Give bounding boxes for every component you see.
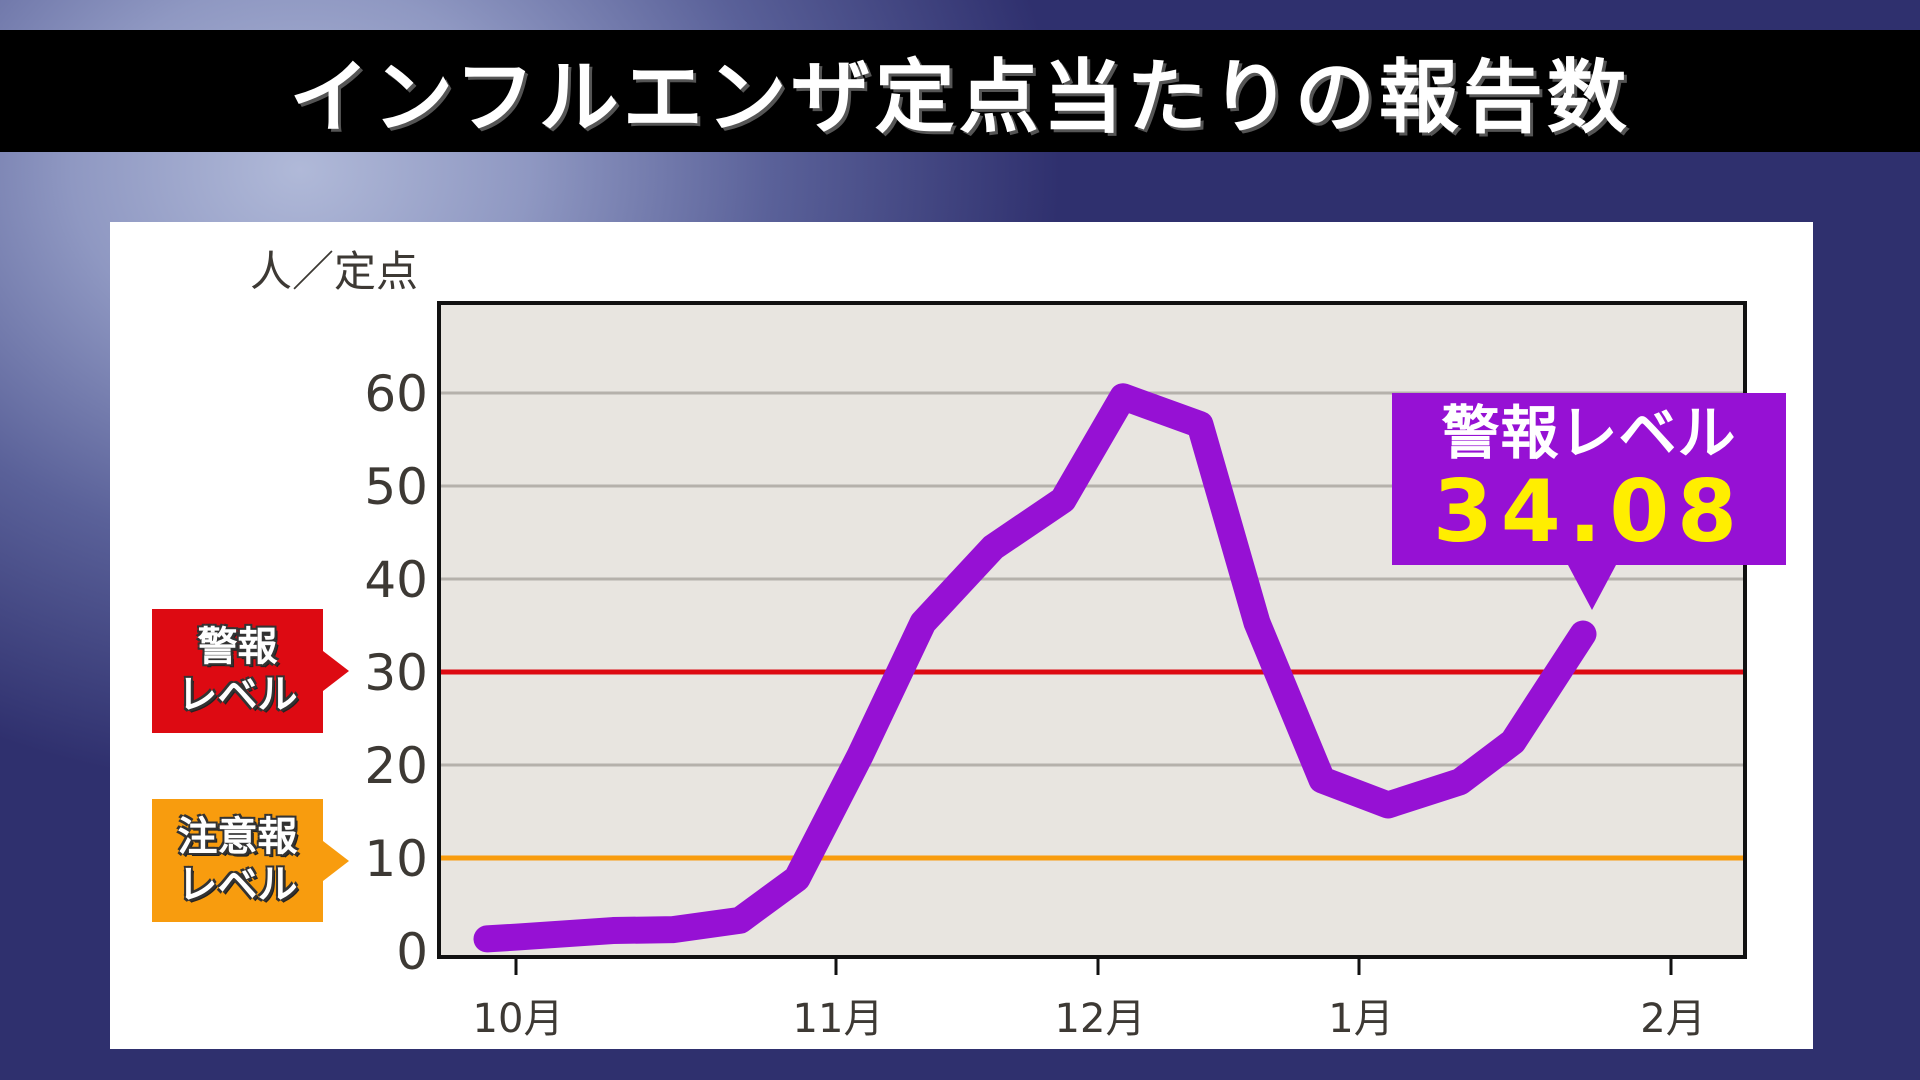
data-series <box>473 383 1597 953</box>
y-tick-label: 60 <box>364 365 428 423</box>
page-title: インフルエンザ定点当たりの報告数 <box>289 51 1631 144</box>
data-line <box>473 383 1597 953</box>
caution-level-label: 注意報 レベル <box>152 799 349 922</box>
latest-value-callout: 警報レベル 34.08 <box>1392 393 1786 610</box>
y-axis-unit-label: 人／定点 <box>250 247 419 296</box>
alarm-level-text-1: 警報 <box>197 624 278 670</box>
x-tick-label: 11月 <box>793 996 884 1042</box>
callout-label: 警報レベル <box>1441 399 1737 467</box>
plot-frame <box>437 301 1747 959</box>
alarm-level-text-2: レベル <box>177 672 298 718</box>
caution-level-text-1: 注意報 <box>177 813 298 860</box>
x-tick-label: 2月 <box>1640 996 1705 1042</box>
title-bar: インフルエンザ定点当たりの報告数 <box>0 30 1920 152</box>
reference-lines <box>439 669 1745 861</box>
plot-border <box>437 301 1747 959</box>
caution-level-text-2: レベル <box>177 861 298 908</box>
y-tick-label: 50 <box>364 458 428 516</box>
y-tick-label: 40 <box>364 551 428 609</box>
y-tick-label: 20 <box>364 737 428 795</box>
y-tick-label: 10 <box>364 830 428 888</box>
y-tick-label: 0 <box>396 923 428 981</box>
x-tick-label: 12月 <box>1055 996 1146 1042</box>
alarm-level-label: 警報 レベル <box>152 609 349 733</box>
callout-value: 34.08 <box>1432 462 1746 562</box>
x-tick-label: 1月 <box>1328 996 1393 1042</box>
y-axis-ticks: 0 10 20 30 40 50 60 <box>364 365 428 981</box>
x-axis-ticks: 10月 11月 12月 1月 2月 <box>473 957 1706 1042</box>
y-tick-label: 30 <box>364 644 428 702</box>
x-tick-label: 10月 <box>473 996 564 1042</box>
